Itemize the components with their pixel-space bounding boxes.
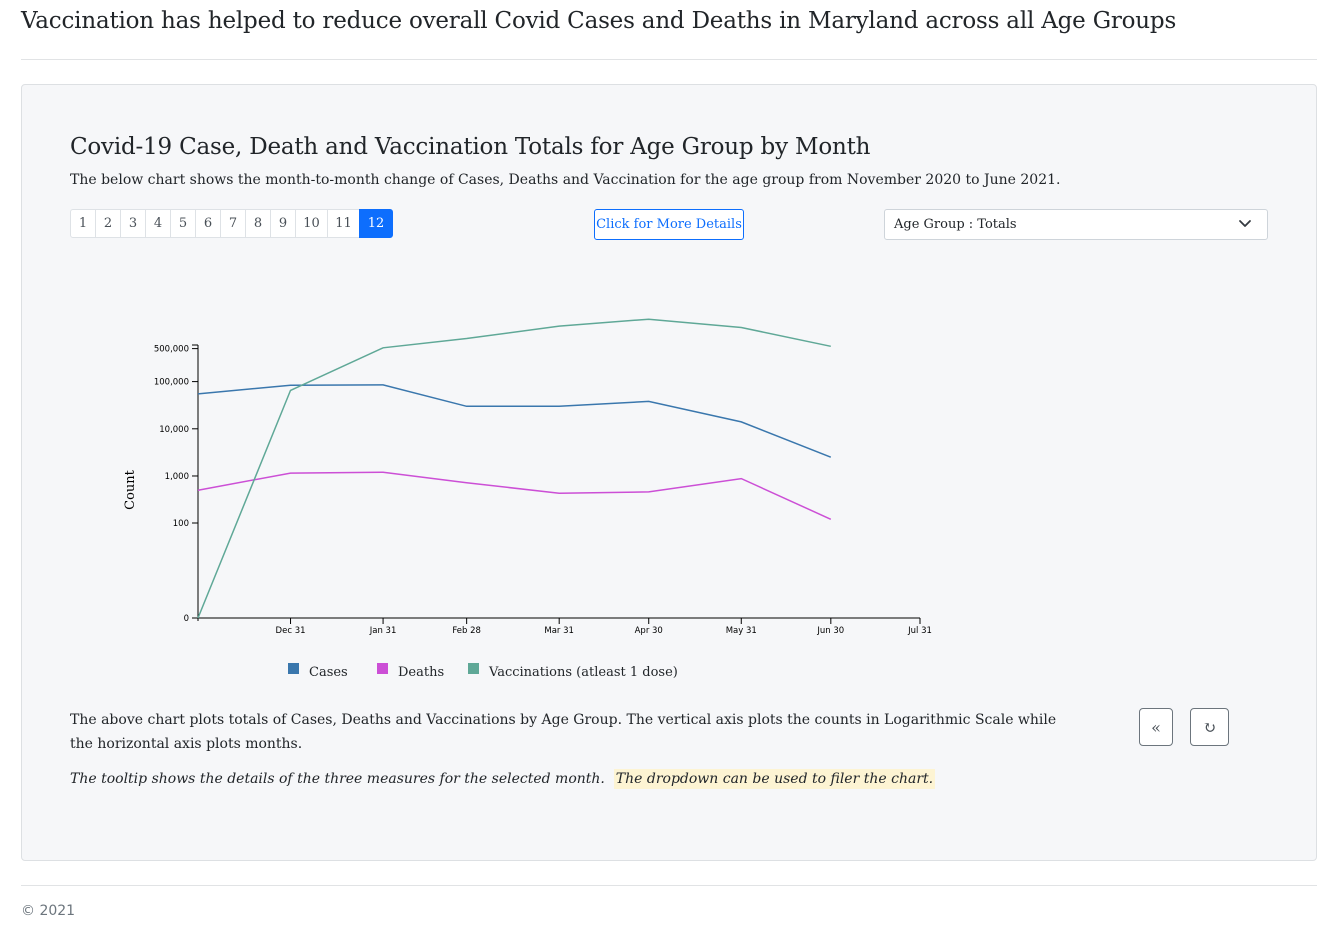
legend-label-cases: Cases — [309, 665, 348, 680]
page-link-6[interactable]: 6 — [195, 209, 221, 238]
line-chart: 0 100 1,000 10,000 100,000 500,000 Dec 31 Jan 3… — [123, 318, 932, 636]
x-tick-label: Dec 31 — [276, 626, 306, 636]
y-tick-label: 100,000 — [154, 378, 189, 388]
reset-button[interactable]: ↻ — [1190, 708, 1229, 746]
y-tick-label: 1,000 — [165, 472, 189, 482]
y-tick-label: 10,000 — [159, 425, 189, 435]
legend-label-deaths: Deaths — [398, 665, 445, 680]
x-tick-label: Jul 31 — [907, 626, 932, 636]
page-link-4[interactable]: 4 — [145, 209, 171, 238]
dropdown-note-highlight: The dropdown can be used to filer the ch… — [613, 769, 936, 789]
page-link-12[interactable]: 12 — [359, 209, 393, 238]
tooltip-note: The tooltip shows the details of the thr… — [70, 769, 936, 789]
legend-item-cases: Cases — [288, 663, 348, 680]
x-tick-label: May 31 — [726, 626, 757, 636]
y-tick-label: 500,000 — [154, 345, 189, 355]
legend-item-deaths: Deaths — [377, 663, 445, 680]
x-tick-label: Apr 30 — [635, 626, 663, 636]
series-line-cases — [197, 384, 832, 458]
y-tick-label: 0 — [184, 614, 189, 624]
series-line-deaths — [197, 471, 832, 520]
legend-swatch-vaccinations — [468, 663, 479, 674]
page-title: Vaccination has helped to reduce overall… — [21, 8, 1177, 34]
header-divider — [21, 59, 1317, 60]
y-axis-label: Count — [123, 469, 138, 510]
x-tick-label: Mar 31 — [544, 626, 574, 636]
panel-title: Covid-19 Case, Death and Vaccination Tot… — [70, 134, 871, 160]
previous-button[interactable]: « — [1139, 708, 1173, 746]
chevron-down-icon — [1239, 220, 1251, 227]
series-line-vaccinations — [197, 318, 831, 619]
legend-swatch-deaths — [377, 663, 388, 674]
y-tick-label: 100 — [173, 519, 189, 529]
page-link-5[interactable]: 5 — [170, 209, 196, 238]
chart-explanation: The above chart plots totals of Cases, D… — [70, 712, 1057, 752]
page-link-9[interactable]: 9 — [270, 209, 296, 238]
more-details-button[interactable]: Click for More Details — [594, 209, 744, 240]
x-tick-label: Feb 28 — [452, 626, 481, 636]
footer-copyright: © 2021 — [21, 903, 76, 919]
x-tick-label: Jan 31 — [369, 626, 397, 636]
pagination: 1 2 3 4 5 6 7 8 9 10 11 12 — [70, 209, 393, 238]
reset-icon: ↻ — [1202, 717, 1217, 737]
double-chevron-left-icon: « — [1151, 717, 1161, 737]
chart-panel: Covid-19 Case, Death and Vaccination Tot… — [21, 84, 1317, 861]
age-group-select-value: Age Group : Totals — [894, 217, 1017, 232]
page-link-10[interactable]: 10 — [295, 209, 328, 238]
page-link-1[interactable]: 1 — [70, 209, 96, 238]
tooltip-note-text: The tooltip shows the details of the thr… — [70, 771, 605, 787]
legend-item-vaccinations: Vaccinations (atleast 1 dose) — [468, 663, 678, 680]
page-link-7[interactable]: 7 — [220, 209, 246, 238]
age-group-select[interactable]: Age Group : Totals — [884, 209, 1268, 240]
legend-swatch-cases — [288, 663, 299, 674]
x-tick-label: Jun 30 — [816, 626, 844, 636]
legend-label-vaccinations: Vaccinations (atleast 1 dose) — [489, 665, 678, 680]
panel-description: The below chart shows the month-to-month… — [70, 172, 1061, 188]
footer-divider — [21, 885, 1317, 886]
